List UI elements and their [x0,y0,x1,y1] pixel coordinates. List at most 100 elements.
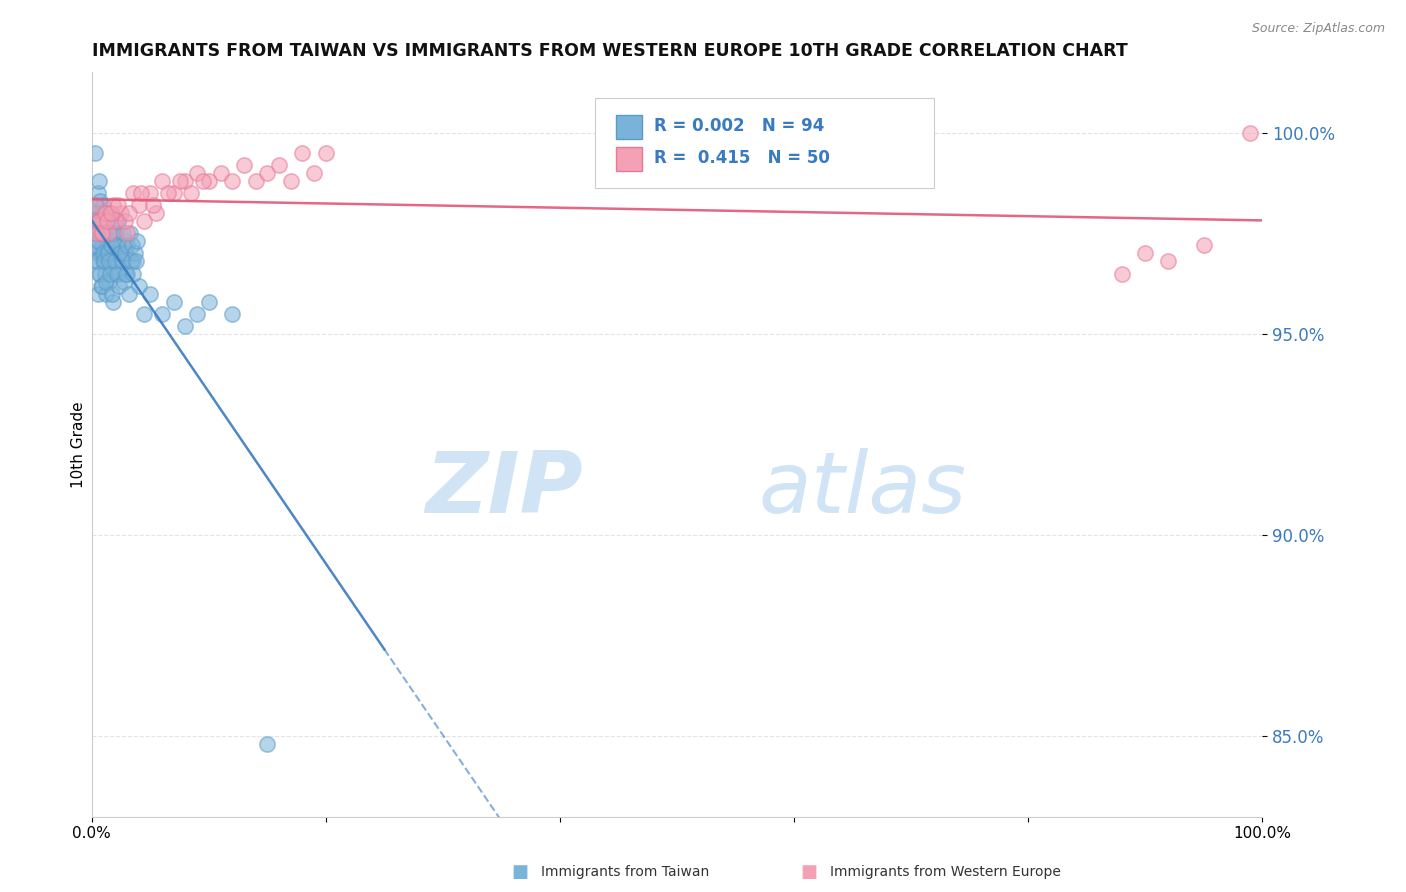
Point [121,254,143,268]
Text: Immigrants from Taiwan: Immigrants from Taiwan [541,865,710,880]
Point [186,307,208,321]
Text: Immigrants from Western Europe: Immigrants from Western Europe [830,865,1060,880]
Text: ■: ■ [512,863,529,881]
Point [115,227,138,241]
Point [97,246,120,260]
Text: ■: ■ [800,863,817,881]
Point [98,206,121,220]
Point [315,145,337,160]
Point [291,145,314,160]
Point [104,238,127,252]
Point [104,254,127,268]
Point [114,235,136,249]
Point [156,186,179,200]
Point [87,174,110,188]
Point [83,227,105,241]
Point [121,238,143,252]
Point [115,267,138,281]
Point [90,278,112,293]
Point [198,174,221,188]
Point [93,206,115,220]
Point [90,246,112,260]
Point [96,214,118,228]
Point [129,186,152,200]
Point [89,267,111,281]
Point [86,254,108,268]
Point [91,227,114,241]
Point [89,227,111,241]
Text: R = 0.002   N = 94: R = 0.002 N = 94 [654,117,824,135]
Point [1133,246,1156,260]
Point [114,214,136,228]
Point [100,254,122,268]
Point [128,278,150,293]
Point [110,246,132,260]
Bar [616,115,641,139]
Point [186,166,208,180]
Point [1157,254,1180,268]
Point [180,186,202,200]
Point [84,145,107,160]
Point [93,227,115,241]
Point [98,227,121,241]
Point [104,227,127,241]
Point [90,227,112,241]
Point [107,198,129,212]
Point [101,246,124,260]
Point [142,198,165,212]
Point [87,206,110,220]
Point [1192,238,1215,252]
Point [86,198,108,212]
Text: Source: ZipAtlas.com: Source: ZipAtlas.com [1251,22,1385,36]
Point [198,294,221,309]
Y-axis label: 10th Grade: 10th Grade [72,401,86,488]
Point [97,254,120,268]
Point [100,206,122,220]
Point [163,186,186,200]
Point [107,214,129,228]
Point [120,254,142,268]
Bar [616,147,641,171]
Point [110,206,132,220]
Point [101,294,124,309]
Point [93,254,115,268]
Point [302,166,325,180]
Point [101,286,124,301]
Point [87,235,110,249]
Point [169,174,191,188]
Point [104,214,127,228]
Point [245,174,267,188]
Point [139,186,162,200]
Point [267,158,290,172]
Point [118,227,141,241]
Point [105,267,128,281]
Point [89,267,111,281]
Point [145,206,167,220]
Point [91,246,114,260]
Point [256,166,278,180]
Point [94,286,117,301]
Point [100,238,122,252]
Point [163,294,186,309]
Point [96,275,118,289]
Point [93,214,115,228]
Point [108,278,131,293]
Point [114,246,136,260]
Point [86,227,108,241]
Point [84,214,107,228]
Point [86,286,108,301]
Point [122,267,145,281]
Point [107,214,129,228]
Point [90,278,112,293]
Point [94,214,117,228]
Text: IMMIGRANTS FROM TAIWAN VS IMMIGRANTS FROM WESTERN EUROPE 10TH GRADE CORRELATION : IMMIGRANTS FROM TAIWAN VS IMMIGRANTS FRO… [91,42,1128,60]
Point [125,235,148,249]
Point [90,214,112,228]
Point [87,235,110,249]
Point [1239,126,1261,140]
Point [93,267,115,281]
Point [93,246,115,260]
Point [150,307,173,321]
Point [101,198,124,212]
Point [84,198,107,212]
